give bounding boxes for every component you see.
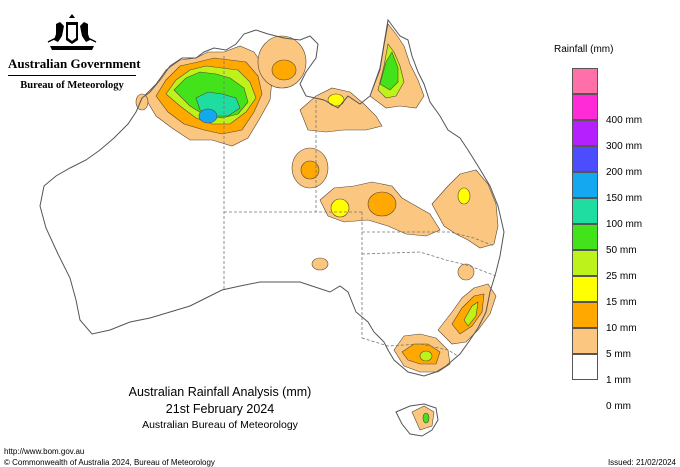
legend-swatch [572, 172, 598, 198]
rain-gulf-1mm [299, 87, 383, 133]
legend-swatch [572, 68, 598, 94]
rain-central-5mm [367, 191, 397, 217]
government-name: Australian Government [8, 56, 141, 76]
legend-swatch [572, 250, 598, 276]
legend-label: 50 mm [606, 245, 637, 256]
rain-nsw-coast-15mm [463, 301, 479, 327]
legend-swatch [572, 328, 598, 354]
legend-title: Rainfall (mm) [554, 44, 614, 55]
legend-label: 400 mm [606, 115, 643, 126]
footer-copyright: © Commonwealth of Australia 2024, Bureau… [4, 458, 215, 467]
tasmania-coastline [395, 403, 439, 437]
legend-swatch [572, 276, 598, 302]
legend-label: 150 mm [606, 193, 643, 204]
rain-nsw-inland-1mm [457, 263, 475, 281]
legend-label: 0 mm [606, 401, 631, 412]
legend-label: 5 mm [606, 349, 631, 360]
coat-of-arms-icon [47, 14, 97, 50]
legend-swatch [572, 224, 598, 250]
footer-issued: Issued: 21/02/2024 [607, 458, 676, 467]
legend-swatch [572, 302, 598, 328]
legend-label: 10 mm [606, 323, 637, 334]
legend-label: 25 mm [606, 271, 637, 282]
legend-label: 200 mm [606, 167, 643, 178]
rain-kimberley-100mm [198, 108, 218, 124]
legend-swatch [572, 146, 598, 172]
caption-org: Australian Bureau of Meteorology [142, 419, 298, 431]
rain-qld-east-1mm [431, 169, 499, 249]
rain-qld-small-1mm [311, 257, 329, 271]
legend-label: 100 mm [606, 219, 643, 230]
legend-label: 15 mm [606, 297, 637, 308]
rain-centraltop-5mm [300, 160, 320, 180]
agency-name: Bureau of Meteorology [20, 80, 124, 91]
rain-vic-15mm [419, 350, 433, 362]
australia-coastline [39, 18, 505, 377]
legend-swatch [572, 198, 598, 224]
rain-capeyork-25mm [379, 51, 399, 91]
legend-label: 1 mm [606, 375, 631, 386]
footer-bar [0, 457, 680, 467]
rain-gulf-10mm [327, 93, 345, 107]
legend-swatch [572, 354, 598, 380]
rain-central-10mm [330, 198, 350, 218]
state-borders [223, 56, 497, 357]
rain-tas-25mm [422, 412, 430, 424]
legend-swatch [572, 94, 598, 120]
rain-qld-east-10mm [457, 187, 471, 205]
rain-darwin-5mm [271, 59, 297, 81]
caption-title: Australian Rainfall Analysis (mm) [128, 385, 312, 399]
caption-date: 21st February 2024 [165, 402, 275, 416]
legend-swatch [572, 120, 598, 146]
footer-url[interactable]: http://www.bom.gov.au [4, 447, 85, 456]
map-caption: Australian Rainfall Analysis (mm) 21st F… [120, 385, 320, 431]
government-branding: Australian Government Bureau of Meteorol… [8, 12, 141, 91]
legend-label: 300 mm [606, 141, 643, 152]
